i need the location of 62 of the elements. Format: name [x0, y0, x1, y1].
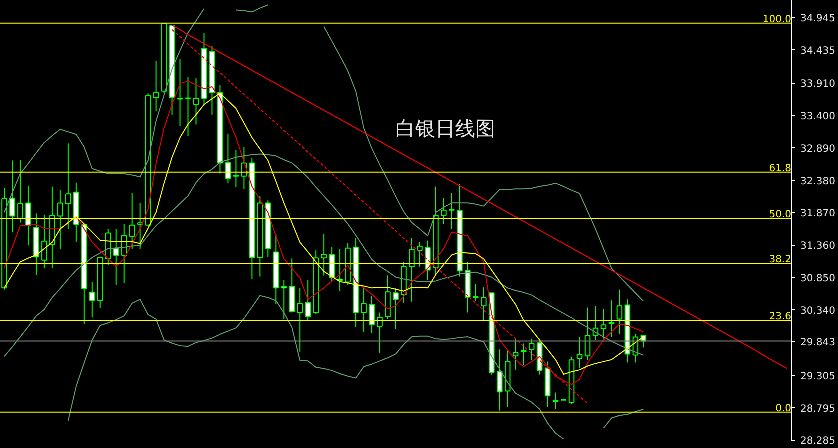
y-tick-label: 30.340: [800, 306, 836, 317]
candlestick: [576, 336, 583, 369]
candlestick: [600, 308, 607, 340]
y-tick-label: 29.305: [800, 371, 836, 382]
y-tick-label: 32.380: [800, 176, 836, 188]
y-tick-label: 28.285: [800, 436, 836, 448]
candlestick: [297, 288, 304, 352]
candlestick: [153, 60, 160, 112]
y-tick-label: 33.910: [800, 79, 836, 90]
candlestick: [520, 343, 527, 366]
candlestick: [89, 282, 96, 318]
candlestick: [26, 186, 32, 246]
candlestick: [361, 287, 367, 333]
annotation: 100.0: [762, 14, 792, 26]
annotation: 0.0: [776, 403, 792, 414]
candlestick: [369, 296, 375, 334]
candlestick: [193, 78, 200, 126]
text: 白银日线图: [396, 116, 496, 140]
annotation: 61.8: [769, 163, 792, 174]
candlestick: [377, 312, 383, 354]
y-tick-label: 28.795: [800, 404, 836, 415]
y-tick-label: 34.945: [800, 14, 836, 25]
candlestick: [496, 349, 503, 412]
y-tick-label: 31.870: [800, 208, 836, 220]
annotation: 50.0: [769, 210, 792, 221]
candlestick: [480, 287, 487, 322]
candlestick: [305, 280, 312, 321]
candlestick: [417, 242, 423, 268]
candlestick: [281, 280, 288, 320]
candlestick: [18, 160, 24, 224]
line-series: [172, 29, 588, 404]
candlestick: [137, 202, 144, 250]
candlestick: [552, 392, 559, 410]
annotation: 23.6: [769, 312, 792, 323]
candlestick: [409, 238, 415, 302]
candlestick: [177, 58, 184, 127]
annotation: 38.2: [769, 254, 792, 266]
candlestick: [58, 190, 64, 250]
candlestick: [512, 338, 519, 370]
candlestick: [449, 192, 455, 230]
candlestick: [584, 307, 591, 361]
candlestick: [113, 228, 120, 286]
y-tick-label: 30.850: [800, 273, 836, 284]
candlestick: [528, 338, 535, 361]
candlestick: [393, 288, 399, 330]
candlestick: [608, 300, 615, 338]
candlestick: [616, 289, 623, 334]
y-tick-label: 31.360: [800, 241, 836, 252]
candlestick: [66, 143, 72, 230]
y-tick-label: 33.400: [800, 112, 836, 123]
y-tick-label: 34.435: [800, 46, 836, 57]
candlestick: [10, 160, 16, 234]
candlestick: [129, 192, 136, 250]
candlestick: [42, 214, 48, 270]
y-tick-label: 32.890: [800, 144, 836, 155]
candlestick: [233, 150, 240, 188]
candlestick: [473, 284, 479, 302]
candlestick: [329, 246, 335, 282]
y-tick-label: 29.843: [800, 337, 836, 348]
candlestick: [321, 234, 327, 276]
candlestick: [441, 198, 447, 225]
line-series: [4, 154, 644, 358]
